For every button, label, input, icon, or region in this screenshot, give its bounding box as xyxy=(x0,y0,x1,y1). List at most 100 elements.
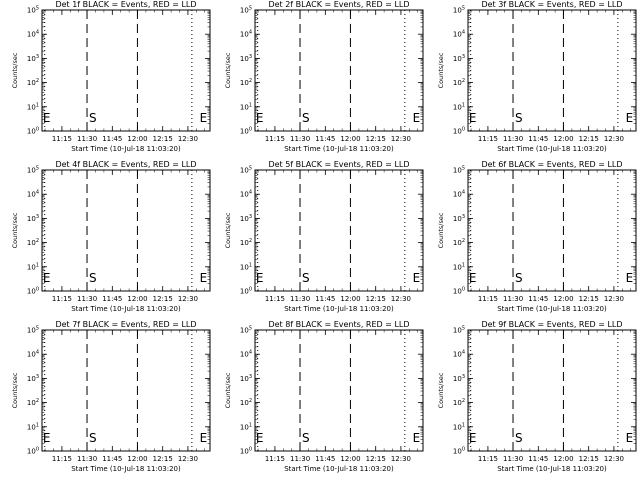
x-tick-label: 12:00 xyxy=(553,455,573,463)
x-tick-label: 11:30 xyxy=(290,135,310,143)
x-tick-label: 12:30 xyxy=(604,135,624,143)
plot-frame xyxy=(467,9,637,132)
end-marker-label: E xyxy=(256,271,264,285)
end-marker-label: E xyxy=(43,431,51,445)
y-tick-label: 103 xyxy=(27,214,39,223)
end-marker-label: E xyxy=(413,111,421,125)
panel-title: Det 4f BLACK = Events, RED = LLD xyxy=(55,160,196,169)
x-tick-label: 11:30 xyxy=(77,135,97,143)
y-tick-label: 103 xyxy=(453,214,465,223)
y-tick-label: 104 xyxy=(240,190,252,199)
y-tick-label: 101 xyxy=(27,262,39,271)
x-tick-label: 12:15 xyxy=(579,455,599,463)
x-axis-label: Start Time (10-Jul-18 11:03:20) xyxy=(497,465,607,473)
panel-title: Det 2f BLACK = Events, RED = LLD xyxy=(268,0,409,9)
y-tick-label: 102 xyxy=(240,238,252,247)
x-tick-label: 12:30 xyxy=(391,295,411,303)
y-tick-label: 105 xyxy=(27,326,39,335)
y-tick-label: 102 xyxy=(240,78,252,87)
x-axis-label: Start Time (10-Jul-18 11:03:20) xyxy=(497,305,607,313)
x-tick-label: 11:45 xyxy=(528,455,548,463)
panel-title: Det 8f BLACK = Events, RED = LLD xyxy=(268,320,409,329)
plot-frame xyxy=(254,169,424,292)
y-tick-label: 103 xyxy=(27,374,39,383)
y-tick-label: 105 xyxy=(453,326,465,335)
x-tick-label: 12:30 xyxy=(178,295,198,303)
y-tick-label: 100 xyxy=(453,287,465,296)
x-tick-label: 12:00 xyxy=(340,295,360,303)
start-marker-label: S xyxy=(302,111,310,125)
end-marker-label: E xyxy=(200,111,208,125)
x-tick-label: 11:15 xyxy=(478,455,498,463)
x-tick-label: 12:30 xyxy=(391,455,411,463)
panel-title: Det 5f BLACK = Events, RED = LLD xyxy=(268,160,409,169)
end-marker-label: E xyxy=(626,271,634,285)
x-tick-label: 11:45 xyxy=(528,295,548,303)
end-marker-label: E xyxy=(43,271,51,285)
end-marker-label: E xyxy=(256,431,264,445)
x-tick-label: 11:30 xyxy=(290,295,310,303)
y-tick-label: 102 xyxy=(453,78,465,87)
x-tick-label: 11:45 xyxy=(315,455,335,463)
y-tick-label: 104 xyxy=(240,30,252,39)
y-tick-label: 102 xyxy=(27,398,39,407)
y-tick-label: 100 xyxy=(27,127,39,136)
y-tick-label: 105 xyxy=(27,166,39,175)
x-tick-label: 11:45 xyxy=(315,135,335,143)
y-tick-label: 102 xyxy=(453,398,465,407)
y-tick-label: 105 xyxy=(27,6,39,15)
y-tick-label: 100 xyxy=(240,287,252,296)
x-axis-label: Start Time (10-Jul-18 11:03:20) xyxy=(71,465,181,473)
x-tick-label: 12:00 xyxy=(553,295,573,303)
x-tick-label: 12:30 xyxy=(391,135,411,143)
x-tick-label: 12:30 xyxy=(178,135,198,143)
y-tick-label: 100 xyxy=(27,447,39,456)
panel-title: Det 3f BLACK = Events, RED = LLD xyxy=(481,0,622,9)
plot-frame xyxy=(254,9,424,132)
x-tick-label: 11:30 xyxy=(503,455,523,463)
y-tick-label: 104 xyxy=(240,350,252,359)
y-tick-label: 104 xyxy=(453,30,465,39)
start-marker-label: S xyxy=(515,431,523,445)
plot-frame xyxy=(467,329,637,452)
x-tick-label: 12:00 xyxy=(127,295,147,303)
y-axis-label: Counts/sec xyxy=(437,372,445,408)
y-axis-label: Counts/sec xyxy=(11,212,19,248)
y-tick-label: 104 xyxy=(453,190,465,199)
start-marker-label: S xyxy=(89,271,97,285)
y-tick-label: 104 xyxy=(453,350,465,359)
y-tick-label: 101 xyxy=(453,262,465,271)
detector-panel-3: Det 3f BLACK = Events, RED = LLD 100 101 10… xyxy=(437,0,637,153)
x-tick-label: 12:00 xyxy=(553,135,573,143)
start-marker-label: S xyxy=(302,431,310,445)
y-tick-label: 104 xyxy=(27,350,39,359)
x-tick-label: 11:15 xyxy=(52,455,72,463)
y-tick-label: 103 xyxy=(27,54,39,63)
x-tick-label: 12:15 xyxy=(366,135,386,143)
x-tick-label: 11:30 xyxy=(77,295,97,303)
start-marker-label: S xyxy=(302,271,310,285)
y-axis-label: Counts/sec xyxy=(224,212,232,248)
end-marker-label: E xyxy=(413,431,421,445)
x-axis-label: Start Time (10-Jul-18 11:03:20) xyxy=(284,145,394,153)
y-tick-label: 105 xyxy=(453,6,465,15)
end-marker-label: E xyxy=(626,111,634,125)
end-marker-label: E xyxy=(256,111,264,125)
detector-panel-2: Det 2f BLACK = Events, RED = LLD 100 101 10… xyxy=(224,0,424,153)
start-marker-label: S xyxy=(89,111,97,125)
y-tick-label: 100 xyxy=(453,127,465,136)
y-tick-label: 102 xyxy=(27,238,39,247)
y-tick-label: 103 xyxy=(240,214,252,223)
y-tick-label: 100 xyxy=(27,287,39,296)
x-tick-label: 11:30 xyxy=(77,455,97,463)
end-marker-label: E xyxy=(413,271,421,285)
x-tick-label: 11:45 xyxy=(528,135,548,143)
end-marker-label: E xyxy=(200,431,208,445)
x-tick-label: 11:15 xyxy=(478,295,498,303)
panel-title: Det 7f BLACK = Events, RED = LLD xyxy=(55,320,196,329)
y-tick-label: 100 xyxy=(453,447,465,456)
x-tick-label: 11:15 xyxy=(265,295,285,303)
x-tick-label: 11:15 xyxy=(52,135,72,143)
plot-frame xyxy=(41,329,211,452)
